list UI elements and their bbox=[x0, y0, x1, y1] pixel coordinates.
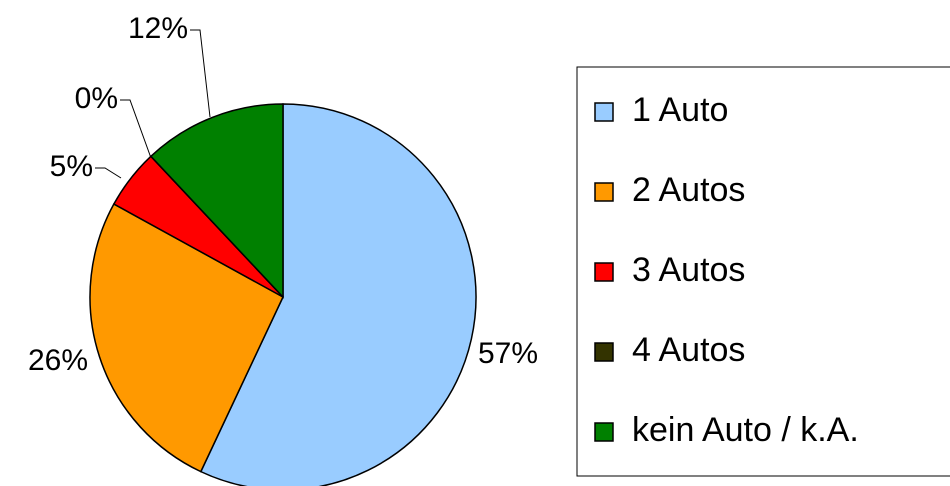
legend-label: 3 Autos bbox=[632, 251, 745, 289]
legend-swatch bbox=[594, 262, 614, 282]
legend-label: 4 Autos bbox=[632, 331, 745, 369]
legend-label: 1 Auto bbox=[632, 91, 728, 129]
data-label: 12% bbox=[128, 12, 188, 45]
legend-swatch bbox=[594, 182, 614, 202]
data-label: 57% bbox=[478, 337, 538, 370]
pie-slice bbox=[199, 103, 477, 486]
legend-box bbox=[576, 66, 950, 477]
legend-swatch bbox=[594, 342, 614, 362]
leader-line bbox=[120, 99, 152, 159]
leader-line bbox=[190, 29, 211, 118]
data-label: 0% bbox=[75, 82, 118, 115]
data-label: 26% bbox=[28, 344, 88, 377]
data-label: 5% bbox=[50, 150, 93, 183]
leader-line bbox=[95, 167, 122, 179]
legend-swatch bbox=[594, 102, 614, 122]
legend-label: kein Auto / k.A. bbox=[632, 411, 859, 449]
legend-swatch bbox=[594, 422, 614, 442]
pie-slice bbox=[149, 103, 284, 299]
legend-label: 2 Autos bbox=[632, 171, 745, 209]
